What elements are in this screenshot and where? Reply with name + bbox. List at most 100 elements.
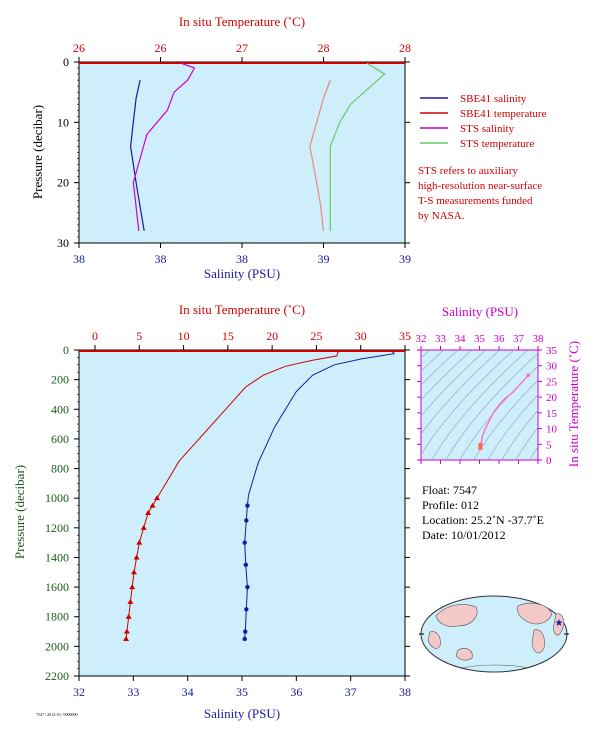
bottom-temp-tick-label: 30 bbox=[355, 329, 367, 343]
bottom-pres-tick-label: 1200 bbox=[45, 521, 69, 535]
ts-isopycnal-line bbox=[583, 340, 601, 465]
bottom-temp-tick-label: 25 bbox=[310, 329, 322, 343]
ts-sal-tick-label: 36 bbox=[494, 333, 506, 345]
map-landmass-north-america bbox=[517, 602, 553, 625]
map-landmass-africa bbox=[553, 613, 564, 636]
bottom-temperature-marker bbox=[133, 554, 140, 560]
bottom-plot: 0 5 10 15 20 25 30 35 32 33 34 35 36 37 38 0 200 400 600 80… bbox=[12, 302, 411, 721]
ts-isopycnal-line bbox=[459, 366, 538, 460]
bottom-temp-tick-label: 5 bbox=[136, 329, 142, 343]
profile-number: Profile: 012 bbox=[422, 498, 479, 512]
bottom-plot-series bbox=[79, 350, 405, 642]
top-pres-tick-label: 30 bbox=[57, 236, 69, 250]
bottom-salinity-line bbox=[244, 350, 396, 640]
bottom-sal-tick-label: 37 bbox=[345, 685, 357, 699]
map-landmass-australia bbox=[455, 648, 473, 661]
bottom-plot-pressure-title: Pressure (decibar) bbox=[12, 465, 27, 559]
bottom-salinity-marker bbox=[245, 584, 250, 590]
ts-temp-tick-label: 30 bbox=[546, 361, 558, 373]
ts-curve bbox=[479, 374, 529, 450]
ts-isopycnal-line bbox=[501, 409, 538, 460]
bottom-temperature-marker bbox=[140, 524, 147, 530]
bottom-pres-tick-label: 1000 bbox=[45, 491, 69, 505]
bottom-sal-tick-label: 35 bbox=[236, 685, 248, 699]
bottom-plot-temp-title: In situ Temperature (˚C) bbox=[179, 302, 305, 317]
legend-note-line-3: T-S measurements funded bbox=[418, 195, 533, 207]
bottom-salinity-marker bbox=[244, 607, 249, 612]
top-pres-tick-label: 20 bbox=[57, 176, 69, 190]
top-series-sts-temperature bbox=[329, 62, 386, 231]
bottom-salinity-marker bbox=[244, 518, 249, 523]
top-plot-series bbox=[79, 62, 405, 232]
float-position-star-icon: ★ bbox=[555, 618, 564, 629]
bottom-plot-area bbox=[78, 349, 406, 677]
top-temp-tick-label: 28 bbox=[318, 41, 330, 55]
ts-sal-tick-label: 37 bbox=[513, 333, 525, 345]
bottom-temperature-marker bbox=[130, 569, 137, 575]
top-plot: 26 26 27 28 28 38 38 38 39 39 0 10 20 30 In situ Temp… bbox=[30, 14, 411, 281]
footnote-text: 7547 / 2012-10 / 0000000 bbox=[36, 712, 78, 717]
top-plot-salinity-title: Salinity (PSU) bbox=[204, 266, 280, 281]
ts-isopycnal-line bbox=[473, 379, 538, 460]
bottom-temp-tick-label: 20 bbox=[266, 329, 278, 343]
ts-temp-tick-label: 25 bbox=[546, 376, 558, 388]
ts-sal-tick-label: 35 bbox=[474, 333, 486, 345]
top-pres-tick-label: 0 bbox=[63, 55, 69, 69]
ts-temp-tick-label: 20 bbox=[546, 392, 558, 404]
ts-isopycnal-line bbox=[421, 350, 501, 435]
bottom-pres-tick-label: 1600 bbox=[45, 580, 69, 594]
top-temp-tick-label: 26 bbox=[73, 41, 85, 55]
legend: SBE41 salinity SBE41 temperature STS sal… bbox=[418, 93, 547, 222]
bottom-plot-ticks: 0 5 10 15 20 25 30 35 32 33 34 35 36 37 38 0 200 400 600 80… bbox=[45, 329, 411, 699]
float-info: Float: 7547 Profile: 012 Location: 25.2˚… bbox=[422, 483, 544, 542]
ts-plot-salinity-title: Salinity (PSU) bbox=[442, 304, 518, 319]
float-number: Float: 7547 bbox=[422, 483, 477, 497]
ts-surface-point bbox=[526, 373, 531, 377]
bottom-salinity-marker bbox=[242, 636, 247, 642]
bottom-pres-tick-label: 200 bbox=[51, 373, 69, 387]
bottom-temperature-marker bbox=[129, 584, 136, 590]
top-sal-tick-label: 38 bbox=[236, 252, 248, 266]
bottom-temperature-marker bbox=[123, 628, 130, 634]
bottom-pres-tick-label: 2200 bbox=[45, 669, 69, 683]
bottom-temperature-marker bbox=[123, 635, 129, 641]
bottom-pres-tick-label: 0 bbox=[63, 343, 69, 357]
bottom-temp-tick-label: 10 bbox=[178, 329, 190, 343]
bottom-salinity-marker bbox=[243, 562, 249, 568]
bottom-sal-tick-label: 32 bbox=[73, 685, 85, 699]
legend-note-line-4: by NASA. bbox=[418, 210, 465, 222]
ts-deep-cluster bbox=[478, 443, 483, 450]
bottom-temperature-marker bbox=[145, 510, 152, 515]
legend-note-line-1: STS refers to auxiliary bbox=[418, 165, 518, 177]
ts-isopycnal-line bbox=[431, 350, 529, 460]
bottom-sal-tick-label: 38 bbox=[399, 685, 411, 699]
legend-label-sts-temperature: STS temperature bbox=[460, 138, 534, 150]
ts-temp-tick-label: 0 bbox=[546, 455, 552, 467]
top-plot-temp-title: In situ Temperature (˚C) bbox=[179, 14, 305, 29]
ts-isopycnal-line bbox=[421, 350, 515, 456]
top-pres-tick-label: 10 bbox=[57, 115, 69, 129]
top-series-sts-salinity bbox=[132, 62, 196, 231]
bottom-temperature-marker bbox=[136, 539, 143, 545]
top-series-sbe41-salinity bbox=[129, 79, 145, 232]
ts-temp-tick-label: 10 bbox=[546, 424, 558, 436]
bottom-temperature-marker bbox=[125, 613, 132, 619]
bottom-temperature-marker bbox=[149, 502, 156, 508]
bottom-temp-tick-label: 15 bbox=[222, 329, 234, 343]
map-landmass-asia bbox=[435, 604, 478, 627]
bottom-salinity-marker bbox=[242, 540, 247, 545]
map-landmass-antarctica bbox=[461, 664, 529, 669]
ts-isopycnal-line bbox=[529, 446, 538, 460]
ts-sal-tick-label: 38 bbox=[533, 333, 545, 345]
bottom-pres-tick-label: 2000 bbox=[45, 639, 69, 653]
ts-temp-tick-label: 5 bbox=[546, 439, 552, 451]
bottom-temp-tick-label: 0 bbox=[92, 329, 98, 343]
bottom-temperature-marker bbox=[154, 495, 160, 501]
bottom-pres-tick-label: 1400 bbox=[45, 550, 69, 564]
top-plot-ticks: 26 26 27 28 28 38 38 38 39 39 0 10 20 30 bbox=[57, 41, 411, 266]
top-sal-tick-label: 39 bbox=[318, 252, 330, 266]
bottom-sal-tick-label: 36 bbox=[290, 685, 302, 699]
ts-isopycnal-line bbox=[421, 350, 487, 417]
bottom-sal-tick-label: 33 bbox=[127, 685, 139, 699]
top-plot-pressure-title: Pressure (decibar) bbox=[30, 105, 45, 199]
